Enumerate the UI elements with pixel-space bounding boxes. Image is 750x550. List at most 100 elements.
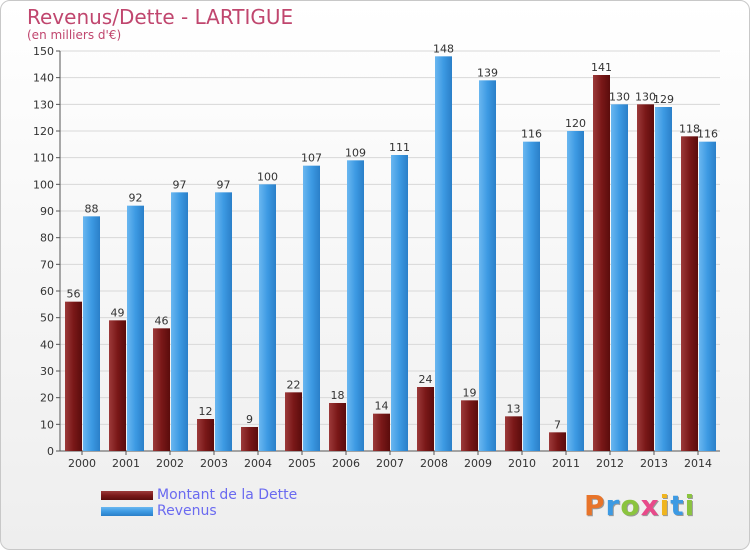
legend-swatch-revenus [101,506,153,516]
data-label-dette: 46 [155,314,169,327]
bar-revenus [479,80,496,451]
bar-revenus [259,184,276,452]
data-label-dette: 24 [419,373,433,386]
x-tick-label: 2004 [244,457,272,470]
legend-item-dette: Montant de la Dette [101,487,297,503]
data-label-dette: 7 [554,418,561,431]
y-tick-label: 0 [47,445,54,458]
bar-revenus [391,155,408,451]
y-tick-label: 150 [33,45,54,58]
x-tick-label: 2012 [596,457,624,470]
y-tick-label: 60 [40,285,54,298]
legend: Montant de la Dette Revenus [101,487,297,519]
y-tick-label: 30 [40,365,54,378]
data-label-revenus: 92 [129,192,143,205]
x-tick-label: 2000 [68,457,96,470]
bar-revenus [83,216,100,451]
y-tick-label: 120 [33,125,54,138]
data-label-dette: 18 [331,389,345,402]
x-tick-label: 2001 [112,457,140,470]
logo-letter: i [684,489,696,522]
logo-letter: r [605,489,621,522]
x-tick-label: 2005 [288,457,316,470]
logo-letter: o [620,489,641,522]
data-label-revenus: 111 [389,141,410,154]
x-tick-label: 2006 [332,457,360,470]
data-label-revenus: 107 [301,152,322,165]
y-tick-label: 70 [40,258,54,271]
data-label-revenus: 130 [609,90,630,103]
y-tick-label: 140 [33,72,54,85]
bar-revenus [171,192,188,452]
data-label-dette: 118 [679,122,700,135]
y-tick-label: 20 [40,392,54,405]
x-tick-label: 2013 [640,457,668,470]
y-tick-label: 10 [40,418,54,431]
data-label-dette: 130 [635,90,656,103]
x-tick-label: 2011 [552,457,580,470]
bar-dette [681,136,698,452]
y-tick-label: 110 [33,152,54,165]
data-label-revenus: 97 [173,178,187,191]
bar-dette [505,416,522,451]
bar-dette [285,392,302,451]
y-tick-label: 50 [40,312,54,325]
bar-dette [637,104,654,451]
proxiti-logo: Proxiti [584,489,695,522]
bar-dette [241,427,258,451]
bar-revenus [347,160,364,452]
data-label-revenus: 100 [257,170,278,183]
bar-revenus [699,141,716,451]
bar-dette [417,387,434,451]
data-label-revenus: 116 [521,128,542,141]
bar-revenus [127,205,144,451]
x-tick-label: 2014 [684,457,712,470]
bar-revenus [435,56,452,451]
data-label-revenus: 120 [565,117,586,130]
x-tick-label: 2009 [464,457,492,470]
logo-letter: P [584,489,606,522]
data-label-revenus: 97 [217,178,231,191]
data-label-revenus: 139 [477,66,498,79]
bar-dette [373,413,390,451]
y-tick-label: 90 [40,205,54,218]
bar-revenus [655,107,672,451]
y-tick-label: 130 [33,98,54,111]
data-label-revenus: 88 [85,202,99,215]
bar-dette [549,432,566,451]
bar-dette [593,75,610,451]
data-label-revenus: 129 [653,93,674,106]
bar-revenus [303,165,320,451]
x-tick-label: 2010 [508,457,536,470]
legend-label-revenus: Revenus [157,503,217,519]
data-label-dette: 9 [246,413,253,426]
bar-dette [197,419,214,451]
bar-revenus [567,131,584,451]
bar-dette [109,320,126,451]
x-tick-label: 2003 [200,457,228,470]
bar-revenus [215,192,232,452]
data-label-dette: 14 [375,400,389,413]
bar-dette [65,301,82,451]
data-label-revenus: 109 [345,146,366,159]
data-label-dette: 56 [67,288,81,301]
bar-revenus [523,141,540,451]
chart-title: Revenus/Dette - LARTIGUE [27,5,294,29]
logo-letter: t [670,489,685,522]
data-label-dette: 12 [199,405,213,418]
data-label-revenus: 148 [433,42,454,55]
x-tick-label: 2008 [420,457,448,470]
data-label-dette: 49 [111,306,125,319]
bar-revenus [611,104,628,451]
logo-letter: i [659,489,671,522]
data-label-dette: 19 [463,386,477,399]
data-label-dette: 13 [507,402,521,415]
x-tick-label: 2002 [156,457,184,470]
bar-dette [461,400,478,451]
y-tick-label: 100 [33,178,54,191]
y-tick-label: 40 [40,338,54,351]
data-label-dette: 22 [287,378,301,391]
legend-label-dette: Montant de la Dette [157,487,298,503]
